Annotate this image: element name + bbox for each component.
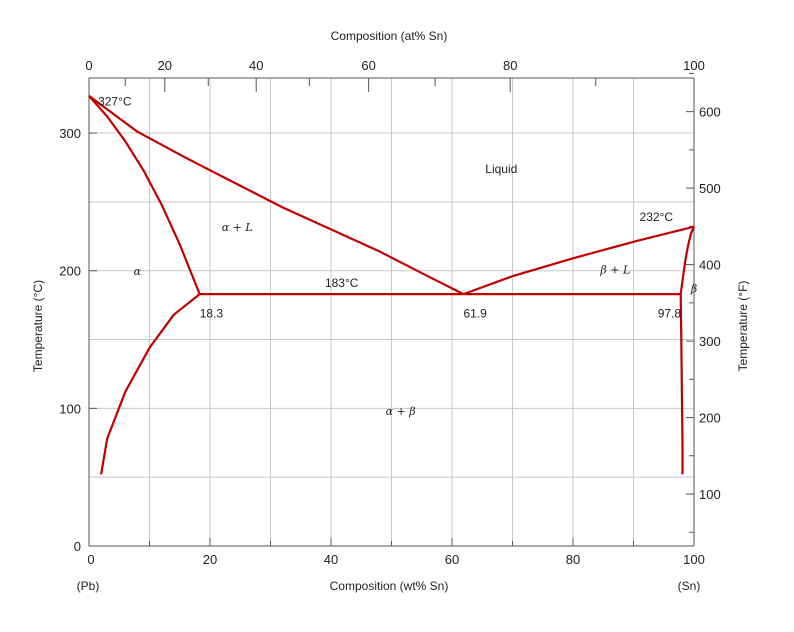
- phase-boundary-4: [100, 293, 201, 475]
- annotation-label: Liquid: [485, 162, 517, 176]
- region-label: α: [134, 265, 142, 278]
- top-tick-label: 80: [503, 58, 517, 73]
- y-right-tick-label: 100: [699, 487, 721, 502]
- top-tick-label: 0: [85, 58, 92, 73]
- y-tick-label: 300: [59, 126, 81, 141]
- region-label: β + L: [599, 263, 630, 276]
- y-tick-label: 0: [74, 539, 81, 554]
- x-tick-label: 100: [683, 552, 705, 567]
- y-tick-label: 100: [59, 401, 81, 416]
- top-tick-label: 60: [361, 58, 375, 73]
- grid: [89, 78, 694, 546]
- region-label: β: [690, 283, 697, 296]
- right-end-label: (Sn): [678, 579, 701, 593]
- left-axis-title: Temperature (°C): [31, 280, 45, 372]
- tick-labels: 0 20 40 60 80 1000100200300100200300400500600…: [59, 58, 720, 567]
- y-tick-label: 200: [59, 264, 81, 279]
- phase-boundary-5: [679, 226, 696, 295]
- top-tick-label: 100: [683, 58, 705, 73]
- annotations: 327°C 232°C 183°C 18.3 61.9 97.8 Liquid α α + L β…: [98, 95, 697, 419]
- y-right-tick-label: 400: [699, 258, 721, 273]
- bottom-axis-title: Composition (wt% Sn): [330, 579, 449, 593]
- x-tick-label: 0: [87, 552, 94, 567]
- phase-boundary-0: [88, 95, 201, 295]
- y-right-tick-label: 500: [699, 181, 721, 196]
- annotation-label: 61.9: [463, 307, 487, 321]
- y-right-tick-label: 300: [699, 334, 721, 349]
- top-axis-title: Composition (at% Sn): [331, 29, 448, 43]
- annotation-label: 18.3: [200, 307, 224, 321]
- left-end-label: (Pb): [77, 579, 100, 593]
- region-label: α + L: [222, 221, 253, 234]
- phase-boundary-1: [88, 95, 464, 296]
- right-axis-title: Temperature (°F): [736, 281, 750, 372]
- annotation-label: 327°C: [98, 95, 132, 109]
- x-tick-label: 40: [324, 552, 338, 567]
- annotation-label: 232°C: [640, 210, 674, 224]
- x-tick-label: 60: [445, 552, 459, 567]
- annotation-label: 183°C: [325, 276, 359, 290]
- phase-boundary-2: [463, 225, 695, 296]
- annotation-label: 97.8: [658, 307, 682, 321]
- x-tick-label: 80: [566, 552, 580, 567]
- phase-boundary-6: [679, 294, 684, 475]
- top-tick-label: 20: [158, 58, 172, 73]
- phase-curves: [88, 95, 696, 475]
- top-tick-label: 40: [249, 58, 263, 73]
- y-right-tick-label: 600: [699, 105, 721, 120]
- y-right-tick-label: 200: [699, 411, 721, 426]
- x-tick-label: 20: [203, 552, 217, 567]
- region-label: α + β: [386, 405, 416, 418]
- axes: [88, 72, 695, 547]
